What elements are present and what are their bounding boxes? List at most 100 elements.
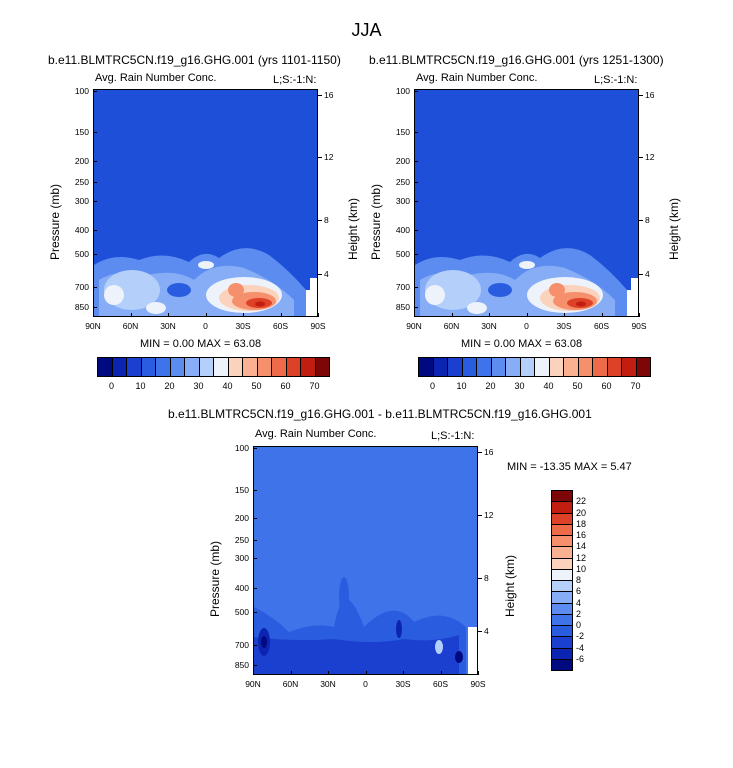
y-tick-label: 700 [395, 282, 410, 293]
colorbar-tick-label: 14 [576, 541, 587, 552]
colorbar-tick-label: -6 [576, 653, 585, 664]
contour-field [94, 248, 317, 316]
x-tick-label: 60N [282, 679, 299, 689]
y-tick-mark [93, 182, 97, 184]
colorbar-tick-label: 0 [576, 620, 582, 630]
x-tick-mark [93, 313, 94, 317]
contour-region [631, 278, 638, 316]
y-tick-label: 500 [234, 607, 249, 618]
height-tick-mark [478, 451, 482, 453]
x-tick-mark [290, 671, 292, 675]
height-tick-label: 12 [645, 152, 655, 163]
x-tick-label: 90N [85, 321, 101, 331]
y-tick-mark [93, 132, 97, 134]
height-tick-label: 8 [645, 215, 650, 226]
colorbar-tick-label: 50 [251, 381, 262, 391]
x-tick-mark [365, 671, 367, 675]
colorbar-swatch [126, 357, 142, 377]
x-tick-label: 30N [320, 679, 336, 689]
y-tick-mark [414, 200, 418, 202]
contour-region [627, 290, 633, 316]
y-tick-label: 100 [74, 86, 89, 97]
y-tick-mark [93, 160, 97, 162]
y-tick-mark [93, 254, 97, 256]
height-tick-label: 8 [324, 215, 329, 226]
y-tick-label: 300 [74, 195, 89, 206]
height-tick-label: 12 [324, 152, 334, 163]
contour-region [261, 636, 267, 648]
contour-plot-right [414, 89, 639, 317]
contour-region [468, 627, 477, 674]
x-tick-label: 30S [235, 321, 251, 331]
panel-left-label-right: Avg. Rain Number Conc. [416, 72, 538, 84]
contour-region [488, 283, 512, 297]
colorbar-swatch [592, 357, 608, 377]
colorbar-tick-label: 16 [576, 530, 587, 540]
height-tick-label: 12 [484, 509, 494, 520]
y-tick-label: 300 [234, 553, 249, 564]
x-tick-mark [639, 313, 640, 317]
x-tick-mark [414, 313, 415, 317]
colorbar-swatch [563, 357, 579, 377]
colorbar-tick-label: -4 [576, 642, 585, 653]
x-tick-label: 30S [556, 321, 572, 331]
height-axis-label-left: Height (km) [346, 197, 360, 260]
y-tick-mark [414, 91, 418, 93]
panel-right-label-diff: L;S:-1:N: [431, 430, 475, 442]
y-tick-mark [253, 448, 257, 450]
height-tick-label: 4 [324, 268, 329, 279]
y-tick-mark [253, 612, 257, 614]
panel-title-diff: b.e11.BLMTRC5CN.f19_g16.GHG.001 - b.e11.… [168, 407, 592, 421]
colorbar-tick-label: 2 [576, 608, 582, 619]
contour-region [167, 283, 191, 297]
x-tick-label: 0 [363, 679, 368, 689]
y-tick-label: 100 [395, 86, 410, 97]
y-tick-label: 150 [74, 127, 89, 138]
y-tick-mark [414, 254, 418, 256]
panel-right-label-right: L;S:-1:N: [594, 74, 638, 86]
x-tick-label: 60N [122, 321, 139, 331]
y-tick-label: 150 [395, 127, 410, 138]
contour-region [228, 283, 244, 297]
min-max-diff: MIN = -13.35 MAX = 5.47 [507, 461, 632, 473]
x-tick-mark [168, 313, 169, 317]
y-tick-label: 850 [74, 301, 89, 312]
y-tick-label: 500 [395, 249, 410, 260]
x-tick-mark [478, 671, 479, 675]
height-tick-mark [639, 157, 643, 159]
colorbar-tick-label: 30 [514, 381, 525, 391]
colorbar-swatch [548, 357, 564, 377]
colorbar-tick-label: 18 [576, 518, 587, 529]
page-title: JJA [351, 20, 382, 40]
colorbar-tick-label: 10 [576, 563, 587, 574]
x-tick-label: 90S [631, 321, 647, 331]
colorbar-swatch [184, 357, 200, 377]
y-tick-mark [93, 91, 97, 93]
colorbar-swatch [97, 357, 113, 377]
panel-title-left: b.e11.BLMTRC5CN.f19_g16.GHG.001 (yrs 110… [48, 53, 341, 67]
colorbar-tick-label: 12 [576, 552, 587, 563]
y-tick-label: 500 [74, 249, 89, 260]
x-tick-label: 60S [593, 321, 610, 331]
colorbar-tick-label: 10 [135, 381, 146, 391]
y-tick-label: 400 [395, 225, 410, 236]
y-tick-label: 400 [74, 225, 89, 236]
y-tick-mark [414, 160, 418, 162]
y-tick-mark [414, 182, 418, 184]
x-tick-label: 90N [245, 679, 261, 689]
contour-region [104, 285, 124, 305]
colorbar-swatch [169, 357, 185, 377]
height-tick-mark [318, 157, 322, 159]
pressure-axis-label-right: Pressure (mb) [369, 183, 383, 260]
contour-region [306, 290, 312, 316]
colorbar-swatch [432, 357, 448, 377]
x-tick-mark [440, 671, 442, 675]
y-tick-mark [253, 489, 257, 491]
height-tick-mark [639, 94, 643, 96]
x-tick-mark [403, 671, 404, 675]
x-tick-label: 30N [481, 321, 497, 331]
height-tick-label: 8 [484, 572, 489, 583]
colorbar-tick-label: 4 [576, 597, 582, 608]
colorbar-tick-label: 10 [456, 381, 467, 391]
colorbar-swatch [534, 357, 550, 377]
